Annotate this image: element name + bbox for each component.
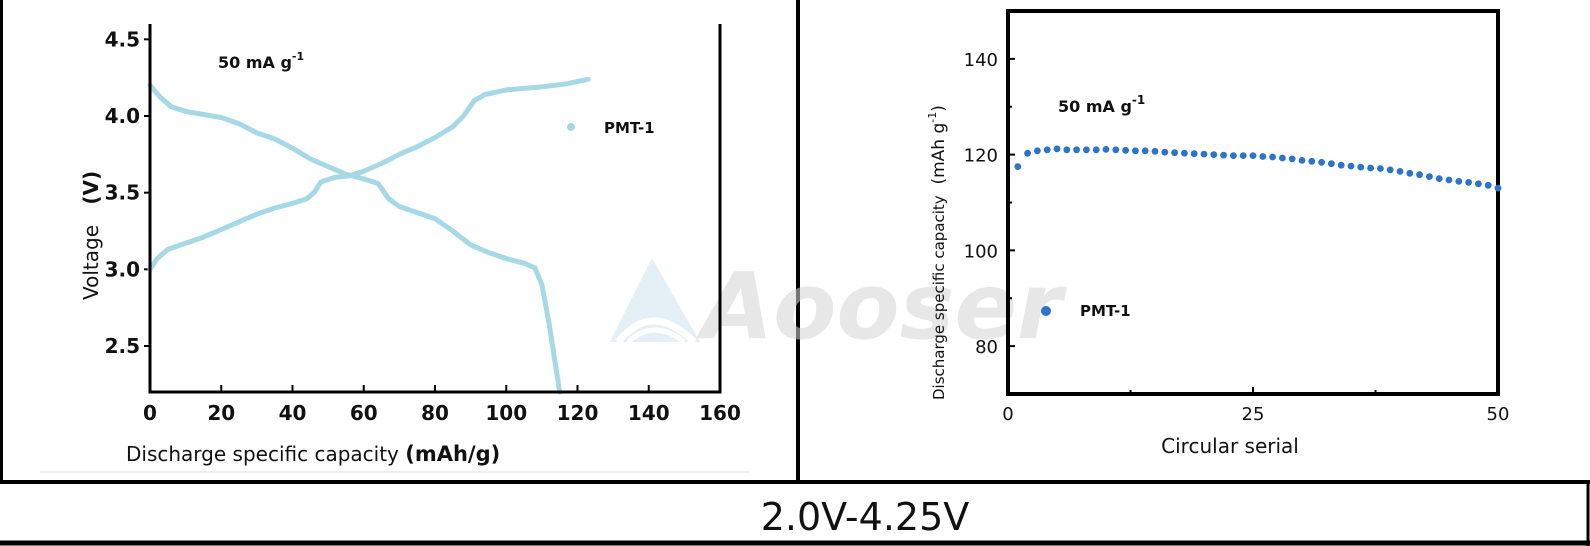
left-x-tick-label: 140 [628,401,670,425]
right-data-point [1328,160,1335,168]
right-xlabel: Circular serial [1161,434,1299,458]
right-data-point [1053,145,1061,153]
right-data-point [1357,163,1365,171]
right-data-point [1426,173,1433,181]
right-data-point [1475,180,1482,188]
left-x-tick-label: 40 [279,401,307,425]
right-legend-marker [1041,306,1051,316]
right-data-point [1024,149,1031,157]
right-data-point [1298,157,1306,164]
right-data-point [1190,150,1198,158]
right-data-point [1073,146,1080,154]
right-data-point [1220,151,1227,159]
right-data-point [1279,154,1286,162]
right-data-point [1034,147,1041,155]
left-y-tick-label: 2.5 [105,334,140,358]
right-data-point [1416,171,1423,179]
left-y-tick-label: 3.0 [105,257,140,281]
left-x-tick-label: 20 [207,401,235,425]
right-data-point [1210,151,1218,159]
left-legend-marker [567,123,575,131]
left-xlabel: Discharge specific capacity (mAh/g) [126,442,500,466]
right-legend-label: PMT-1 [1080,302,1131,320]
left-series-discharge-curve [147,82,563,395]
right-data-point [1465,179,1472,186]
right-plot-frame [1006,9,1500,396]
left-annotation: 50 mA g-1 [218,50,304,72]
right-data-point [1445,176,1453,184]
right-data-point [1171,149,1178,157]
right-data-point [1318,158,1325,166]
right-data-point [1102,146,1110,153]
right-data-point [1288,155,1296,163]
right-x-tick-label: 0 [1002,404,1013,425]
right-data-point [1063,146,1071,154]
voltage-range-caption: 2.0V-4.25V [761,495,970,539]
left-y-tick-label: 4.0 [105,104,140,128]
right-annotation: 50 mA g-1 [1058,93,1145,116]
right-data-point [1092,146,1100,154]
right-data-point [1083,146,1090,154]
right-data-point [1132,147,1139,155]
left-x-tick-label: 0 [143,401,157,425]
left-ylabel: Voltage (V) [79,171,103,300]
right-x-tick-label: 25 [1242,404,1265,425]
right-data-point [1161,148,1169,156]
right-data-point [1396,168,1404,175]
right-data-point [1141,147,1149,155]
right-data-point [1406,169,1414,177]
left-y-tick-label: 4.5 [105,27,140,51]
right-data-point [1367,164,1374,172]
left-x-tick-label: 100 [485,401,527,425]
right-data-point [1249,152,1257,160]
cycling-capacity-chart: 0 25 50 80 100 120 140 50 mA g-1 PMT-1 Circula… [926,9,1510,458]
right-data-point [1455,178,1463,185]
right-data-point [1484,181,1492,189]
right-data-point [1377,165,1384,172]
right-data-point [1200,150,1208,158]
right-data-point [1308,157,1316,165]
left-legend-label: PMT-1 [604,119,655,137]
right-data-point [1239,152,1247,160]
right-x-tick-label: 50 [1487,404,1510,425]
right-legend: PMT-1 [1041,302,1131,320]
watermark-text: Aooser [696,253,1068,360]
left-x-tick-label: 160 [699,401,741,425]
left-y-tick-label: 3.5 [105,181,140,205]
right-data-point [1014,163,1022,171]
right-data-point [1151,147,1159,155]
left-plot-frame [148,24,722,394]
left-x-tick-label: 120 [557,401,599,425]
left-x-tick-label: 80 [421,401,449,425]
right-y-tick-label: 100 [964,241,998,262]
right-data-point [1347,162,1355,170]
right-data-point [1259,153,1267,160]
right-data-point [1269,153,1276,161]
left-x-tick-label: 60 [350,401,378,425]
right-data-point [1230,152,1237,160]
right-data-point [1386,166,1394,174]
right-data-point [1435,175,1443,183]
right-ylabel: Discharge specific capacity (mAh g-1) [926,105,949,400]
right-data-point [1181,149,1188,157]
right-data-point [1112,146,1120,154]
left-legend: PMT-1 [567,119,655,137]
watermark: Aooser [610,253,1068,360]
right-data-point [1043,146,1051,154]
left-series-charge-curve [147,76,591,272]
right-y-tick-label: 140 [964,50,998,71]
voltage-capacity-chart: 0 20 40 60 80 100 120 140 160 2.5 3.0 3.5 4.0 4.5 50 … [79,24,741,466]
right-data-point [1494,184,1502,192]
right-y-tick-label: 120 [964,146,998,167]
right-data-point [1337,161,1345,169]
right-y-tick-label: 80 [975,337,998,358]
right-data-point [1122,146,1129,154]
